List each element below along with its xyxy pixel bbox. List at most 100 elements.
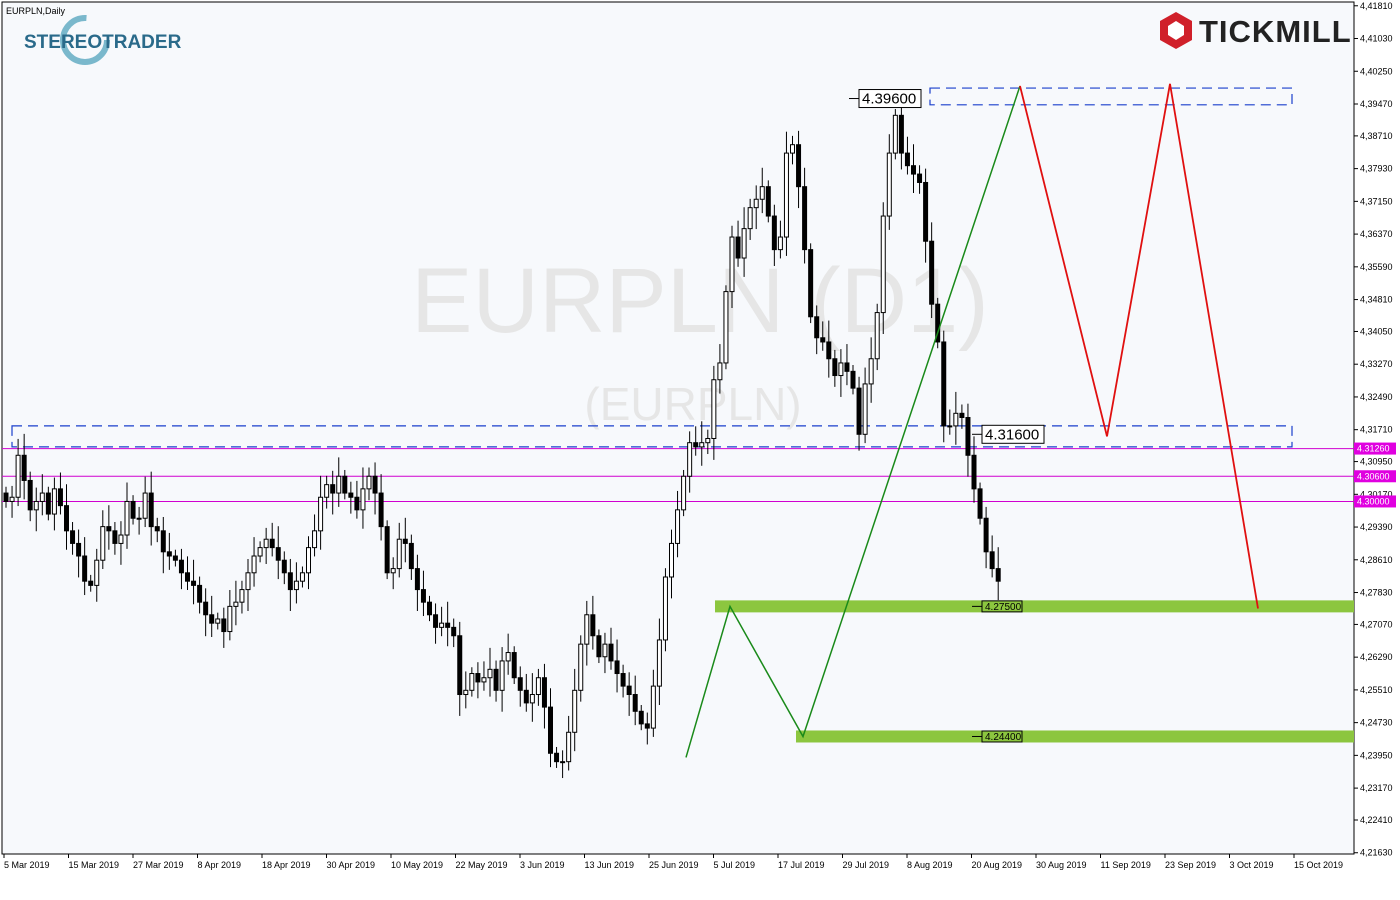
x-tick-label: 20 Aug 2019	[972, 860, 1023, 870]
candle	[366, 467, 372, 501]
candle-body-bearish	[451, 626, 457, 637]
magenta-level-tag-label: 4.30600	[1357, 471, 1390, 481]
magenta-level-tag-label: 4.30000	[1357, 496, 1390, 506]
candle-body-bullish	[584, 614, 590, 645]
candle-body-bullish	[880, 215, 886, 314]
candle	[130, 495, 136, 525]
y-tick-label: 4,28610	[1360, 555, 1393, 565]
y-tick-label: 4,34050	[1360, 326, 1393, 336]
candle	[154, 517, 160, 543]
candle	[505, 633, 511, 675]
x-tick-label: 3 Jun 2019	[520, 860, 565, 870]
candle-body-bullish	[306, 547, 311, 574]
candle	[808, 243, 814, 324]
candle-body-bullish	[227, 605, 233, 633]
candle	[614, 639, 620, 693]
candle	[287, 558, 293, 611]
candle	[45, 486, 51, 521]
candle	[360, 467, 366, 529]
support-zone-bar	[796, 730, 1354, 743]
candle	[215, 612, 221, 630]
candle	[390, 557, 396, 590]
candle-body-bearish	[287, 572, 293, 591]
y-tick-label: 4,36370	[1360, 229, 1393, 239]
candle-body-bullish	[711, 379, 717, 439]
candle-body-bearish	[457, 635, 463, 696]
candle-body-bearish	[154, 526, 160, 532]
candle	[354, 480, 360, 519]
tickmill-logo-icon-inner	[1168, 21, 1184, 40]
candle	[783, 131, 789, 256]
candle	[33, 487, 39, 532]
x-tick-label: 5 Mar 2019	[4, 860, 50, 870]
candle-body-bullish	[741, 228, 747, 259]
candle	[94, 548, 100, 602]
candle-body-bearish	[130, 500, 136, 519]
candle-body-bearish	[814, 316, 820, 339]
candle	[396, 522, 402, 578]
candle-body-bearish	[178, 559, 184, 574]
level-labels-layer: 4.39600 4.31600 4.27500 4.24400	[849, 89, 1045, 743]
candle-body-bullish	[862, 383, 868, 435]
candle	[293, 562, 299, 604]
levels-layer	[2, 87, 1354, 743]
candle-body-bullish	[33, 500, 39, 511]
candle-body-bullish	[669, 542, 674, 578]
x-tick-label: 8 Apr 2019	[198, 860, 242, 870]
candle-body-bearish	[523, 689, 529, 704]
y-tick-label: 4,39470	[1360, 99, 1393, 109]
candle-body-bearish	[923, 181, 929, 242]
candle	[650, 669, 656, 737]
candle	[747, 198, 753, 240]
zone-label-mid-box	[981, 424, 1045, 444]
candle-body-bearish	[281, 559, 287, 574]
watermark-title: EURPLN (D1)	[411, 250, 989, 352]
support-label-lower-box	[981, 730, 1023, 743]
candle	[51, 477, 57, 531]
candle	[342, 469, 348, 500]
candle	[741, 207, 747, 277]
candle-body-bearish	[70, 530, 76, 544]
candle	[499, 647, 505, 712]
candle	[699, 421, 705, 466]
candle	[148, 471, 154, 546]
candle	[221, 607, 227, 648]
candle	[384, 520, 390, 580]
candle	[941, 330, 947, 443]
candle-body-bullish	[233, 601, 239, 607]
candle	[372, 462, 378, 515]
candle	[76, 529, 82, 578]
candle	[475, 662, 481, 699]
candle-body-bullish	[142, 492, 148, 519]
candle	[656, 618, 662, 706]
y-tick-label: 4,30170	[1360, 489, 1393, 499]
candle	[644, 712, 650, 745]
x-tick-label: 13 Jun 2019	[585, 860, 635, 870]
y-tick-label: 4,26290	[1360, 652, 1393, 662]
candle	[947, 409, 953, 435]
y-tick-label: 4,37930	[1360, 164, 1393, 174]
candle-body-bearish	[148, 492, 154, 528]
stereotrader-logo: STEREOTRADER	[24, 15, 182, 65]
candle-body-bullish	[312, 530, 318, 549]
candle	[318, 475, 324, 550]
candle	[578, 635, 584, 702]
candle-body-bearish	[420, 589, 426, 603]
dashed-zone-box	[929, 87, 1293, 106]
y-tick-label: 4,27070	[1360, 619, 1393, 629]
candle	[729, 225, 735, 308]
candle-body-bearish	[548, 706, 553, 754]
candle-body-bearish	[771, 215, 777, 251]
y-tick-label: 4,27830	[1360, 588, 1393, 598]
candle-body-bullish	[602, 643, 608, 658]
candle	[880, 202, 886, 334]
candle-body-bearish	[269, 538, 275, 549]
candle-body-bearish	[408, 542, 414, 570]
candle	[796, 130, 802, 209]
candle-body-bearish	[638, 710, 644, 725]
candle	[711, 365, 717, 460]
candle-body-bullish	[578, 643, 584, 691]
candle-body-bearish	[197, 584, 203, 603]
candle-body-bullish	[215, 618, 221, 624]
